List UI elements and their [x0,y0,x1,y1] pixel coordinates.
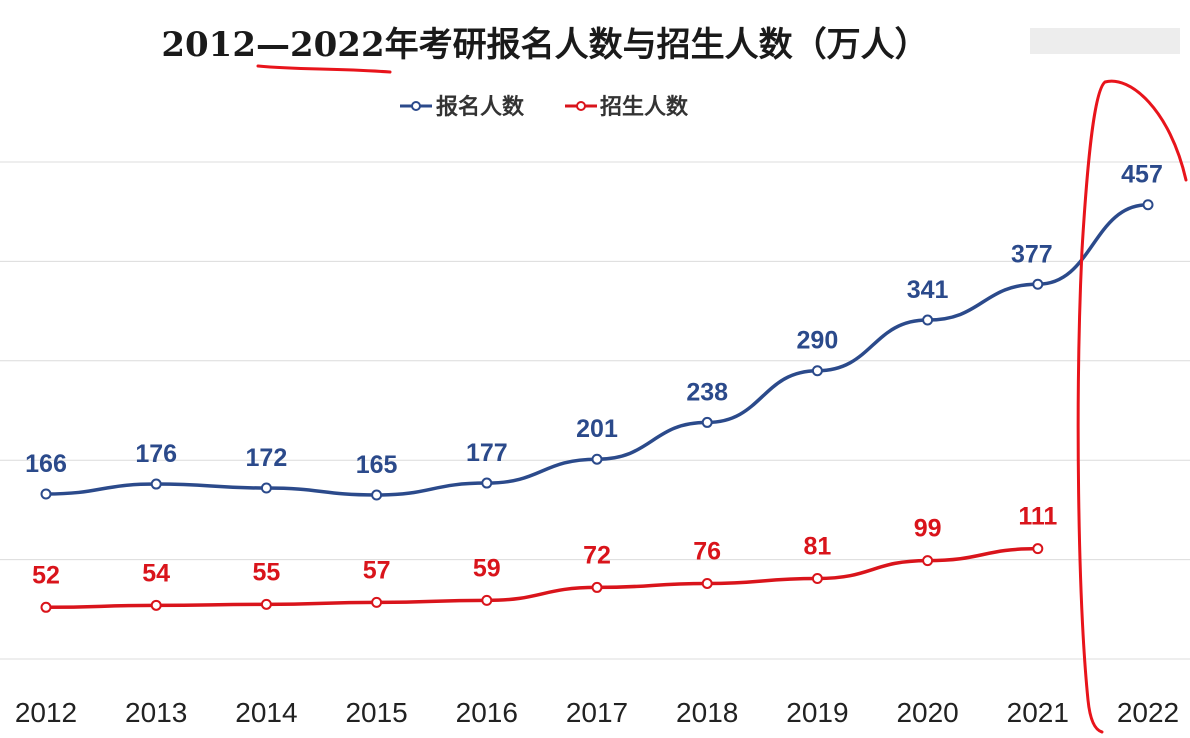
legend-label-series-0: 报名人数 [436,94,525,120]
data-point [371,596,383,608]
data-label: 341 [907,276,949,304]
data-label: 111 [1018,503,1057,531]
data-label: 457 [1121,161,1163,189]
circle-annotation [1076,79,1188,734]
data-label: 377 [1011,240,1053,268]
data-point [150,599,162,611]
x-tick-label: 2018 [676,697,738,728]
legend-marker-series-1 [576,101,586,111]
data-point [922,314,934,326]
data-point [701,416,713,428]
chart-title: 2012—2022年考研报名人数与招生人数（万人） [161,25,928,65]
data-label: 176 [135,440,177,468]
legend-marker-series-0 [411,101,421,111]
data-label: 72 [583,541,611,569]
data-point [1032,543,1044,555]
legend-label-series-1: 招生人数 [600,94,689,120]
x-tick-label: 2020 [896,697,958,728]
data-label: 166 [25,450,67,478]
data-label: 55 [252,558,280,586]
data-point [481,477,493,489]
hand-drawn-annotation [256,64,1188,734]
data-label: 99 [914,515,942,543]
x-tick-label: 2016 [456,697,518,728]
data-label: 57 [363,556,391,584]
data-point [40,601,52,613]
data-label: 177 [466,439,508,467]
x-tick-label: 2022 [1117,697,1179,728]
data-label: 81 [803,532,831,560]
data-point [1142,199,1154,211]
data-label: 52 [32,561,60,589]
x-tick-label: 2013 [125,697,187,728]
data-point [150,478,162,490]
data-point [260,482,272,494]
x-tick-label: 2012 [15,697,77,728]
data-label: 201 [576,415,618,443]
data-point [591,453,603,465]
data-point [811,365,823,377]
data-label: 238 [686,378,728,406]
data-point [260,598,272,610]
data-label: 290 [797,327,839,355]
data-point [481,594,493,606]
data-point [1032,278,1044,290]
data-point [40,488,52,500]
series-line-0 [45,202,1149,497]
legend: 报名人数 招生人数 [400,94,689,120]
data-label: 172 [246,444,288,472]
data-point [371,489,383,501]
data-label: 165 [356,451,398,479]
data-label: 59 [473,554,501,582]
underline-annotation [256,64,392,74]
series-line-1 [45,546,1038,610]
data-label: 76 [693,537,721,565]
watermark [1030,28,1180,54]
x-tick-label: 2017 [566,697,628,728]
data-point [922,555,934,567]
x-tick-label: 2014 [235,697,297,728]
x-tick-label: 2015 [345,697,407,728]
x-tick-label: 2019 [786,697,848,728]
data-label: 54 [142,559,170,587]
data-point [811,572,823,584]
data-point [591,581,603,593]
x-tick-label: 2021 [1007,697,1069,728]
data-point [701,577,713,589]
